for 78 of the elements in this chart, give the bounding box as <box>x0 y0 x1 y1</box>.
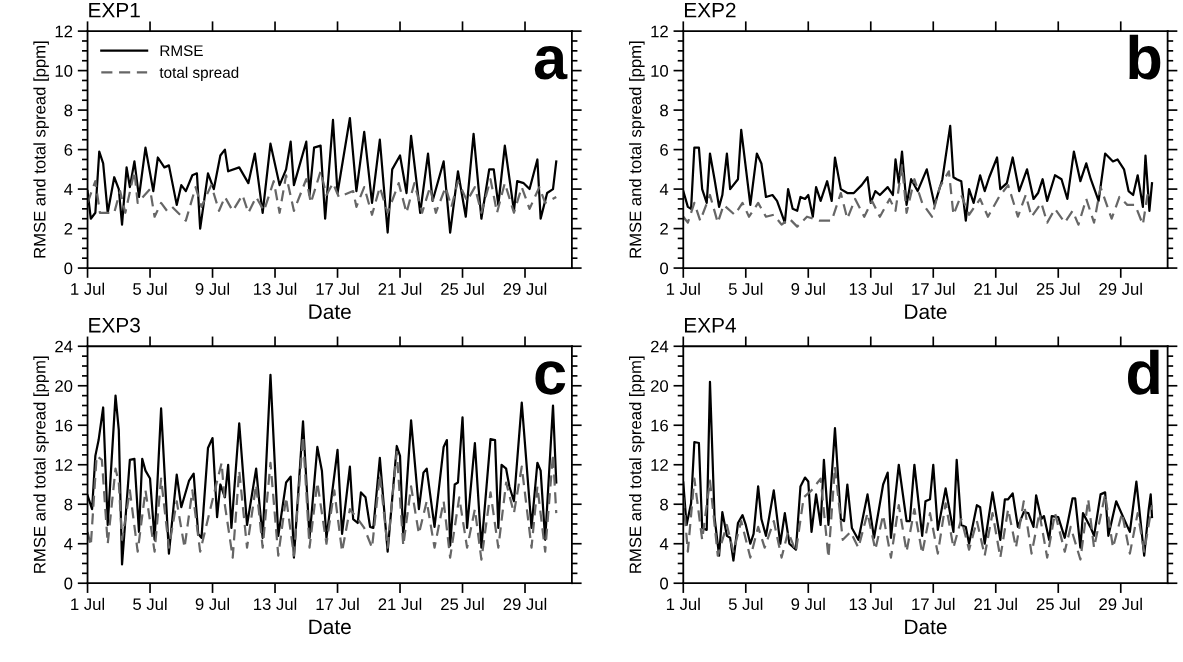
x-axis-title: Date <box>309 304 351 320</box>
y-tick-label: 4 <box>659 538 669 550</box>
y-tick-label: 4 <box>659 183 669 196</box>
x-tick-label: 17 Jul <box>316 282 359 295</box>
x-tick-label: 13 Jul <box>849 597 892 611</box>
x-tick-label: 25 Jul <box>441 282 484 295</box>
x-tick-label: 29 Jul <box>1099 282 1142 295</box>
y-tick-label: 2 <box>64 222 73 235</box>
y-tick-label: 4 <box>64 538 73 550</box>
y-axis-title: RMSE and total spread [ppm] <box>629 356 645 573</box>
annotation: a <box>534 46 568 80</box>
x-tick-label: 17 Jul <box>912 282 955 295</box>
x-tick-label: 29 Jul <box>503 282 547 295</box>
chart-title: EXP1 <box>89 2 140 18</box>
y-tick-label: 24 <box>55 340 73 353</box>
x-tick-label: 13 Jul <box>254 597 297 611</box>
chart-title: EXP3 <box>89 317 140 333</box>
chart-title: EXP4 <box>684 318 736 333</box>
y-tick-label: 16 <box>55 419 73 432</box>
y-tick-label: 12 <box>55 459 73 471</box>
x-axis-title: Date <box>905 304 947 320</box>
x-tick-label: 5 Jul <box>133 597 167 611</box>
x-tick-label: 13 Jul <box>849 282 892 295</box>
annotation: c <box>535 361 566 395</box>
y-tick-label: 0 <box>64 262 73 275</box>
x-tick-label: 21 Jul <box>974 282 1017 295</box>
y-tick-label: 8 <box>64 104 73 117</box>
y-tick-label: 12 <box>651 25 668 38</box>
y-tick-label: 2 <box>660 222 668 235</box>
y-tick-label: 8 <box>660 104 668 117</box>
y-tick-label: 24 <box>651 340 669 353</box>
y-tick-label: 6 <box>64 143 73 156</box>
y-axis-title: RMSE and total spread [ppm] <box>33 356 49 573</box>
x-tick-label: 25 Jul <box>1036 597 1080 611</box>
x-tick-label: 21 Jul <box>974 597 1017 611</box>
x-tick-label: 9 Jul <box>791 282 825 295</box>
x-tick-label: 29 Jul <box>503 597 547 611</box>
y-axis-title: RMSE and total spread [ppm] <box>33 41 49 258</box>
x-tick-label: 25 Jul <box>1036 282 1080 295</box>
x-tick-label: 5 Jul <box>133 282 167 295</box>
annotation: b <box>1129 34 1161 80</box>
chart-title: EXP2 <box>684 2 736 18</box>
y-tick-label: 20 <box>55 380 73 392</box>
legend-label: total spread <box>159 66 239 81</box>
y-tick-label: 0 <box>660 262 669 275</box>
x-tick-label: 1 Jul <box>666 282 700 295</box>
x-tick-label: 21 Jul <box>378 597 422 611</box>
y-tick-label: 0 <box>660 577 669 590</box>
x-tick-label: 25 Jul <box>441 597 484 611</box>
y-tick-label: 12 <box>651 459 668 471</box>
x-tick-label: 5 Jul <box>728 282 763 295</box>
x-tick-label: 1 Jul <box>71 282 105 295</box>
y-tick-label: 16 <box>651 419 668 432</box>
y-tick-label: 10 <box>55 65 73 77</box>
y-tick-label: 6 <box>660 143 668 156</box>
legend-label: RMSE <box>160 45 203 57</box>
x-tick-label: 17 Jul <box>316 597 359 611</box>
x-tick-label: 1 Jul <box>666 597 700 611</box>
y-tick-label: 8 <box>660 498 668 511</box>
x-tick-label: 9 Jul <box>195 597 230 611</box>
y-axis-title: RMSE and total spread [ppm] <box>629 41 645 258</box>
y-tick-label: 20 <box>651 380 669 392</box>
x-tick-label: 9 Jul <box>195 282 230 295</box>
x-tick-label: 29 Jul <box>1099 597 1142 611</box>
x-tick-label: 1 Jul <box>71 597 105 611</box>
x-tick-label: 13 Jul <box>254 282 297 295</box>
y-tick-label: 10 <box>651 65 669 77</box>
y-tick-label: 12 <box>55 25 73 38</box>
x-axis-title: Date <box>309 619 351 635</box>
annotation: d <box>1127 349 1159 395</box>
y-tick-label: 8 <box>64 498 73 511</box>
x-tick-label: 5 Jul <box>728 597 763 611</box>
y-tick-label: 0 <box>64 577 73 590</box>
x-tick-label: 21 Jul <box>378 282 422 295</box>
x-tick-label: 17 Jul <box>912 597 955 611</box>
y-tick-label: 4 <box>64 183 73 196</box>
x-tick-label: 9 Jul <box>791 597 825 611</box>
x-axis-title: Date <box>905 619 947 635</box>
